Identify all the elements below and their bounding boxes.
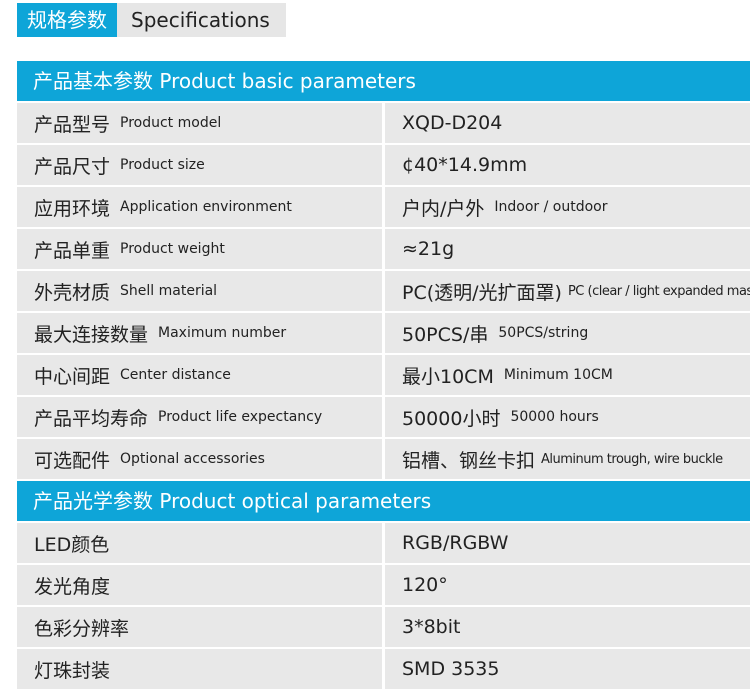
param-name-cn: 可选配件 [34,449,111,472]
param-value: 最小10CM Minimum 10CM [385,355,750,395]
param-name: 产品单重 Product weight [17,229,382,269]
param-value: 3*8bit [385,607,750,647]
spec-title: 规格参数 Specifications [17,3,286,37]
title-cn: 规格参数 [17,3,117,37]
param-name: 产品平均寿命 Product life expectancy [17,397,382,437]
param-name: 色彩分辨率 [17,607,382,647]
param-value-cn: ¢40*14.9mm [402,154,528,176]
param-name-cn: 最大连接数量 [34,323,149,346]
param-value-en: PC (clear / light expanded mask) [567,283,750,299]
param-value-en: Indoor / outdoor [494,199,608,215]
table-row: 中心间距 Center distance 最小10CM Minimum 10CM [17,355,750,395]
table-row: 外壳材质 Shell material PC(透明/光扩面罩) PC (clear /… [17,271,750,311]
table-row: 最大连接数量 Maximum number 50PCS/串 50PCS/string [17,313,750,353]
param-value: ¢40*14.9mm [385,145,750,185]
table-row: 灯珠封装 SMD 3535 [17,649,750,689]
param-name-cn: 产品单重 [34,239,111,262]
table-row: 应用环境 Application environment 户内/户外 Indoor /… [17,187,750,227]
param-name: 可选配件 Optional accessories [17,439,382,479]
param-name: 应用环境 Application environment [17,187,382,227]
param-name: 中心间距 Center distance [17,355,382,395]
param-value-en: 50PCS/string [498,325,589,341]
table-row: LED颜色 RGB/RGBW [17,523,750,563]
param-name-en: Maximum number [158,325,287,341]
table-row: 产品型号 Product model XQD-D204 [17,103,750,143]
param-name: 产品尺寸 Product size [17,145,382,185]
param-name-en: Product life expectancy [158,409,323,425]
param-name-cn: 发光角度 [34,575,111,598]
title-en: Specifications [117,3,286,37]
param-value: RGB/RGBW [385,523,750,563]
param-name: 发光角度 [17,565,382,605]
param-name-cn: LED颜色 [34,533,110,556]
param-name-en: Product size [120,157,205,173]
param-value-cn: 50000小时 [402,407,501,430]
param-value: 50PCS/串 50PCS/string [385,313,750,353]
param-value-en: Aluminum trough, wire buckle [541,451,723,467]
optical-parameters-header: 产品光学参数 Product optical parameters [17,481,750,521]
param-value-cn: PC(透明/光扩面罩) [402,281,562,304]
param-name-en: Shell material [120,283,218,299]
table-row: 产品尺寸 Product size ¢40*14.9mm [17,145,750,185]
param-name: 外壳材质 Shell material [17,271,382,311]
param-name-en: Product weight [120,241,225,257]
table-row: 色彩分辨率 3*8bit [17,607,750,647]
param-name: 灯珠封装 [17,649,382,689]
param-name: LED颜色 [17,523,382,563]
param-name-cn: 色彩分辨率 [34,617,130,640]
param-value-cn: XQD-D204 [402,112,503,134]
table-row: 产品平均寿命 Product life expectancy 50000小时 5000… [17,397,750,437]
param-name-cn: 外壳材质 [34,281,111,304]
param-value: 户内/户外 Indoor / outdoor [385,187,750,227]
param-name: 产品型号 Product model [17,103,382,143]
table-row: 产品单重 Product weight ≈21g [17,229,750,269]
param-value-cn: SMD 3535 [402,658,500,680]
param-name: 最大连接数量 Maximum number [17,313,382,353]
param-name-en: Optional accessories [120,451,265,467]
table-row: 发光角度 120° [17,565,750,605]
param-name-cn: 应用环境 [34,197,111,220]
param-value: 120° [385,565,750,605]
param-value-cn: 户内/户外 [402,197,485,220]
param-value-cn: ≈21g [402,238,455,260]
param-value-cn: 50PCS/串 [402,323,489,346]
param-value-en: Minimum 10CM [503,367,613,383]
param-value: XQD-D204 [385,103,750,143]
param-name-cn: 产品尺寸 [34,155,111,178]
param-name-cn: 产品平均寿命 [34,407,149,430]
param-name-en: Product model [120,115,222,131]
param-name-cn: 产品型号 [34,113,111,136]
table-row: 可选配件 Optional accessories 铝槽、钢丝卡扣 Aluminum … [17,439,750,479]
param-name-cn: 灯珠封装 [34,659,111,682]
param-name-cn: 中心间距 [34,365,111,388]
param-name-en: Application environment [120,199,292,215]
param-value-cn: 3*8bit [402,616,461,638]
param-value-cn: 最小10CM [402,365,494,388]
param-value: SMD 3535 [385,649,750,689]
param-value: 50000小时 50000 hours [385,397,750,437]
basic-parameters-header: 产品基本参数 Product basic parameters [17,61,750,101]
param-value: ≈21g [385,229,750,269]
param-value: PC(透明/光扩面罩) PC (clear / light expanded ma… [385,271,750,311]
param-name-en: Center distance [120,367,231,383]
param-value-cn: 120° [402,574,448,596]
param-value-cn: 铝槽、钢丝卡扣 [402,449,536,472]
param-value-en: 50000 hours [510,409,599,425]
param-value: 铝槽、钢丝卡扣 Aluminum trough, wire buckle [385,439,750,479]
param-value-cn: RGB/RGBW [402,532,509,554]
